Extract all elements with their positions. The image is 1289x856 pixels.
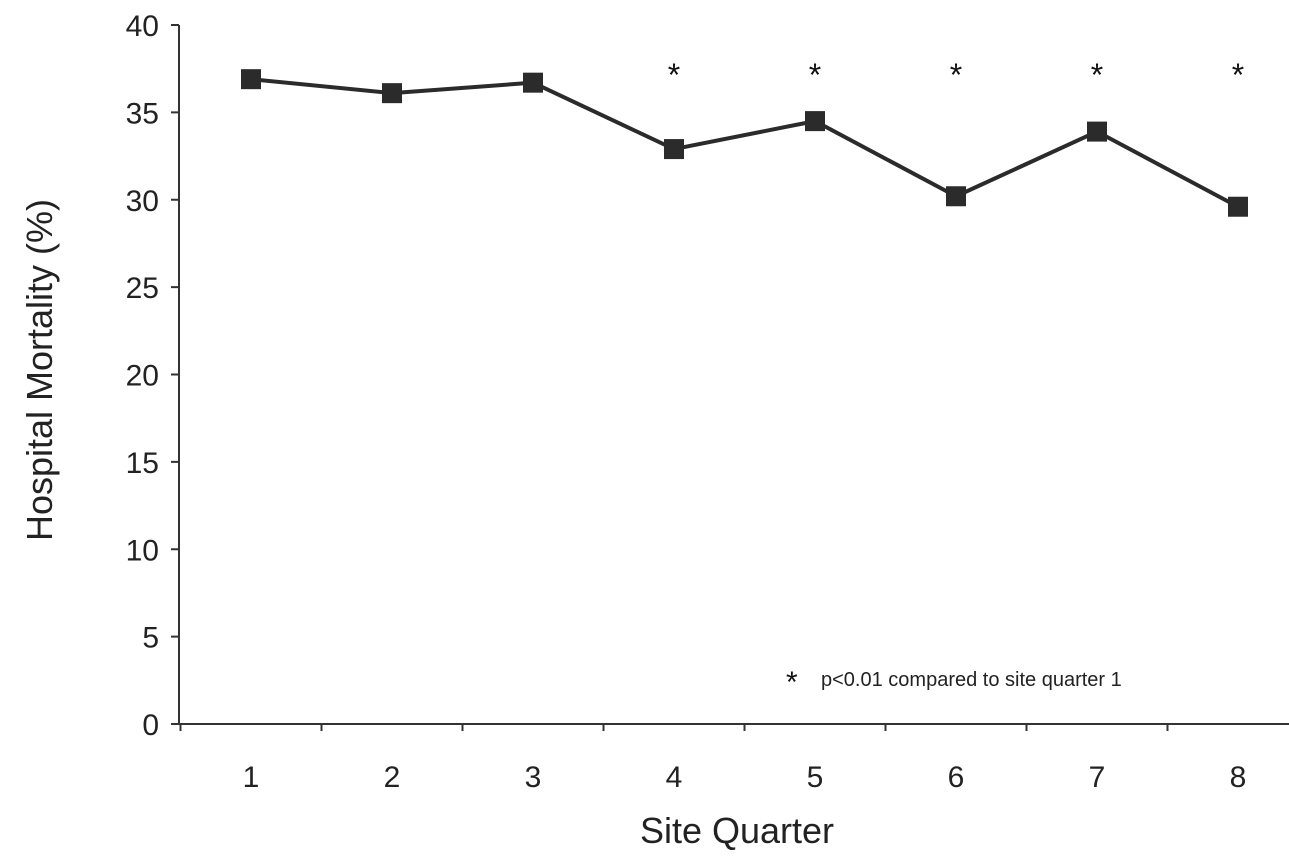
data-point-marker xyxy=(1087,121,1107,142)
significance-star: * xyxy=(950,57,962,93)
axes xyxy=(178,25,1289,725)
significance-star: * xyxy=(809,57,821,93)
data-point-marker xyxy=(1228,196,1248,217)
y-tick-label: 15 xyxy=(126,447,159,480)
y-tick-label: 0 xyxy=(142,709,159,742)
x-tick-label: 1 xyxy=(243,761,260,794)
data-point-marker xyxy=(241,69,261,90)
significance-star: * xyxy=(1091,57,1103,93)
x-axis-title: Site Quarter xyxy=(640,810,834,851)
significance-markers: * * * * * xyxy=(668,57,1244,93)
data-point-marker xyxy=(946,186,966,207)
y-ticks: 0 5 10 15 20 25 30 35 40 xyxy=(126,10,179,742)
series xyxy=(241,69,1248,217)
y-tick-label: 25 xyxy=(126,272,159,305)
y-tick-label: 20 xyxy=(126,360,159,393)
x-tick-label: 8 xyxy=(1230,761,1247,794)
x-tick-label: 6 xyxy=(948,761,965,794)
data-point-marker xyxy=(664,139,684,160)
x-tick-label: 7 xyxy=(1089,761,1106,794)
data-point-marker xyxy=(523,72,543,93)
y-axis-title: Hospital Mortality (%) xyxy=(19,199,60,541)
y-tick-label: 5 xyxy=(142,622,159,655)
legend-text: p<0.01 compared to site quarter 1 xyxy=(821,669,1122,691)
legend: * p<0.01 compared to site quarter 1 xyxy=(786,666,1122,699)
x-tick-label: 3 xyxy=(525,761,542,794)
x-tick-label: 2 xyxy=(384,761,401,794)
significance-star: * xyxy=(1232,57,1244,93)
x-tick-label: 5 xyxy=(807,761,824,794)
y-tick-label: 10 xyxy=(126,534,159,567)
y-tick-label: 40 xyxy=(126,10,159,43)
series-line xyxy=(250,77,1239,209)
x-ticks: 1 2 3 4 5 6 7 8 xyxy=(179,724,1247,794)
significance-star: * xyxy=(668,57,680,93)
data-point-marker xyxy=(382,83,402,104)
legend-symbol: * xyxy=(786,666,798,699)
x-tick-label: 4 xyxy=(666,761,683,794)
data-point-marker xyxy=(805,111,825,132)
y-tick-label: 35 xyxy=(126,97,159,130)
y-tick-label: 30 xyxy=(126,185,159,218)
